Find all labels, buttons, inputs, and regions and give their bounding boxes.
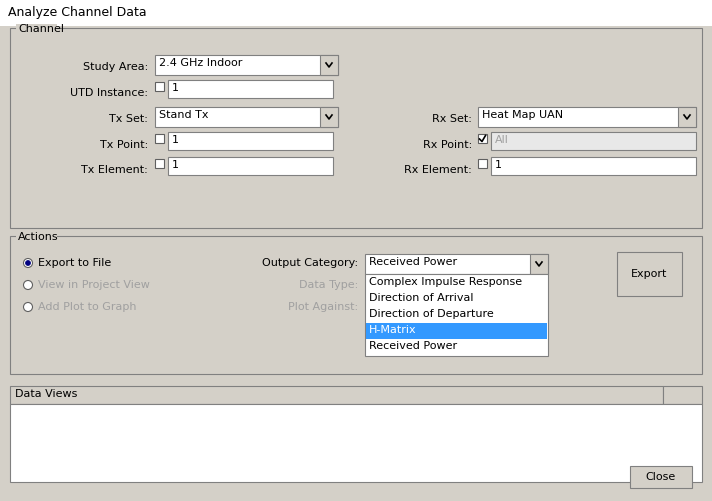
Text: Actions: Actions bbox=[18, 232, 58, 242]
Bar bbox=[10, 404, 702, 482]
Bar bbox=[478, 159, 487, 168]
Text: Output Category:: Output Category: bbox=[262, 258, 358, 268]
Bar bbox=[10, 236, 702, 374]
Bar bbox=[168, 80, 333, 98]
Text: Received Power: Received Power bbox=[369, 257, 457, 267]
Bar bbox=[663, 386, 702, 404]
Text: Plot Against:: Plot Against: bbox=[288, 302, 358, 312]
Text: Analyze Channel Data: Analyze Channel Data bbox=[8, 6, 147, 19]
Bar bbox=[155, 82, 164, 91]
Text: Tx Point:: Tx Point: bbox=[100, 140, 148, 150]
Text: Data Views: Data Views bbox=[15, 389, 78, 399]
Text: Heat Map UAN: Heat Map UAN bbox=[482, 110, 563, 120]
Bar bbox=[155, 55, 338, 75]
Bar bbox=[168, 132, 333, 150]
Circle shape bbox=[23, 303, 33, 312]
Bar bbox=[491, 157, 696, 175]
Text: Rx Point:: Rx Point: bbox=[423, 140, 472, 150]
Text: UTD Instance:: UTD Instance: bbox=[70, 88, 148, 98]
Bar bbox=[16, 24, 57, 33]
Bar bbox=[530, 254, 548, 274]
Bar bbox=[155, 159, 164, 168]
Text: Channel: Channel bbox=[18, 24, 64, 34]
Circle shape bbox=[23, 281, 33, 290]
Text: Rx Set:: Rx Set: bbox=[432, 114, 472, 124]
Text: Tx Set:: Tx Set: bbox=[109, 114, 148, 124]
Circle shape bbox=[23, 259, 33, 268]
Text: 1: 1 bbox=[172, 83, 179, 93]
Text: Close: Close bbox=[646, 472, 676, 482]
Bar bbox=[365, 274, 548, 356]
Bar bbox=[478, 134, 487, 143]
Text: Study Area:: Study Area: bbox=[83, 62, 148, 72]
Bar bbox=[155, 107, 338, 127]
Bar bbox=[365, 254, 548, 274]
Text: H-Matrix: H-Matrix bbox=[369, 325, 417, 335]
Text: Rx Element:: Rx Element: bbox=[404, 165, 472, 175]
Text: Stand Tx: Stand Tx bbox=[159, 110, 209, 120]
Text: Export to File: Export to File bbox=[38, 258, 111, 268]
Bar bbox=[617, 252, 682, 296]
Text: All: All bbox=[495, 135, 509, 145]
Bar bbox=[16, 232, 57, 241]
Bar bbox=[478, 107, 696, 127]
Bar bbox=[320, 55, 338, 75]
Text: 1: 1 bbox=[495, 160, 502, 170]
Text: Data Type:: Data Type: bbox=[299, 280, 358, 290]
Bar bbox=[320, 107, 338, 127]
Text: View in Project View: View in Project View bbox=[38, 280, 150, 290]
Text: Direction of Arrival: Direction of Arrival bbox=[369, 293, 473, 303]
Text: Add Plot to Graph: Add Plot to Graph bbox=[38, 302, 137, 312]
Bar bbox=[0, 0, 712, 26]
Text: 1: 1 bbox=[172, 160, 179, 170]
Text: Tx Element:: Tx Element: bbox=[81, 165, 148, 175]
Bar bbox=[155, 134, 164, 143]
Bar bbox=[630, 466, 692, 488]
Text: 1: 1 bbox=[172, 135, 179, 145]
Text: Export: Export bbox=[632, 269, 668, 279]
Text: 2.4 GHz Indoor: 2.4 GHz Indoor bbox=[159, 58, 242, 68]
Bar bbox=[168, 157, 333, 175]
Text: Received Power: Received Power bbox=[369, 341, 457, 351]
Circle shape bbox=[26, 261, 31, 266]
Text: Direction of Departure: Direction of Departure bbox=[369, 309, 493, 319]
Bar bbox=[10, 28, 702, 228]
Bar bbox=[678, 107, 696, 127]
Bar bbox=[10, 386, 663, 404]
Text: Complex Impulse Response: Complex Impulse Response bbox=[369, 277, 522, 287]
Bar bbox=[491, 132, 696, 150]
Bar bbox=[366, 323, 547, 339]
